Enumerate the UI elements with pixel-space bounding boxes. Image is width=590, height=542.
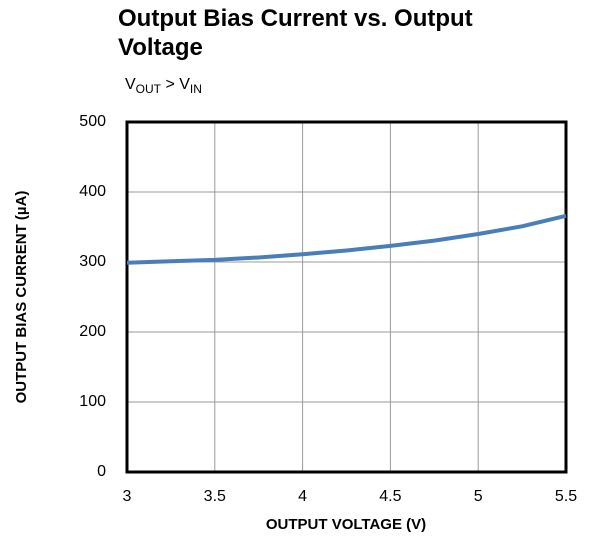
y-tick-label: 500 [79, 113, 106, 130]
y-axis-label: OUTPUT BIAS CURRENT (µA) [13, 191, 30, 404]
subtitle-part: > [161, 76, 180, 93]
x-axis-label: OUTPUT VOLTAGE (V) [266, 516, 426, 533]
x-tick-label: 5 [474, 488, 483, 505]
chart-title: Output Bias Current vs. Output Voltage [118, 5, 473, 61]
y-tick-label: 300 [79, 253, 106, 270]
x-tick-label: 4 [298, 488, 307, 505]
y-tick-label: 200 [79, 323, 106, 340]
x-tick-label: 4.5 [379, 488, 401, 505]
chart-subtitle: VOUT > VIN [125, 76, 202, 96]
subtitle-part: V [179, 76, 190, 93]
x-tick-label: 3 [123, 488, 132, 505]
plot-frame [125, 120, 568, 474]
subtitle-part: OUT [135, 82, 162, 97]
y-tick-label: 0 [97, 463, 106, 480]
y-tick-label: 400 [79, 183, 106, 200]
x-tick-label: 3.5 [204, 488, 226, 505]
x-tick-label: 5.5 [555, 488, 577, 505]
data-line [126, 213, 567, 265]
subtitle-part: IN [189, 82, 202, 97]
y-tick-label: 100 [79, 393, 106, 410]
subtitle-part: V [125, 76, 136, 93]
